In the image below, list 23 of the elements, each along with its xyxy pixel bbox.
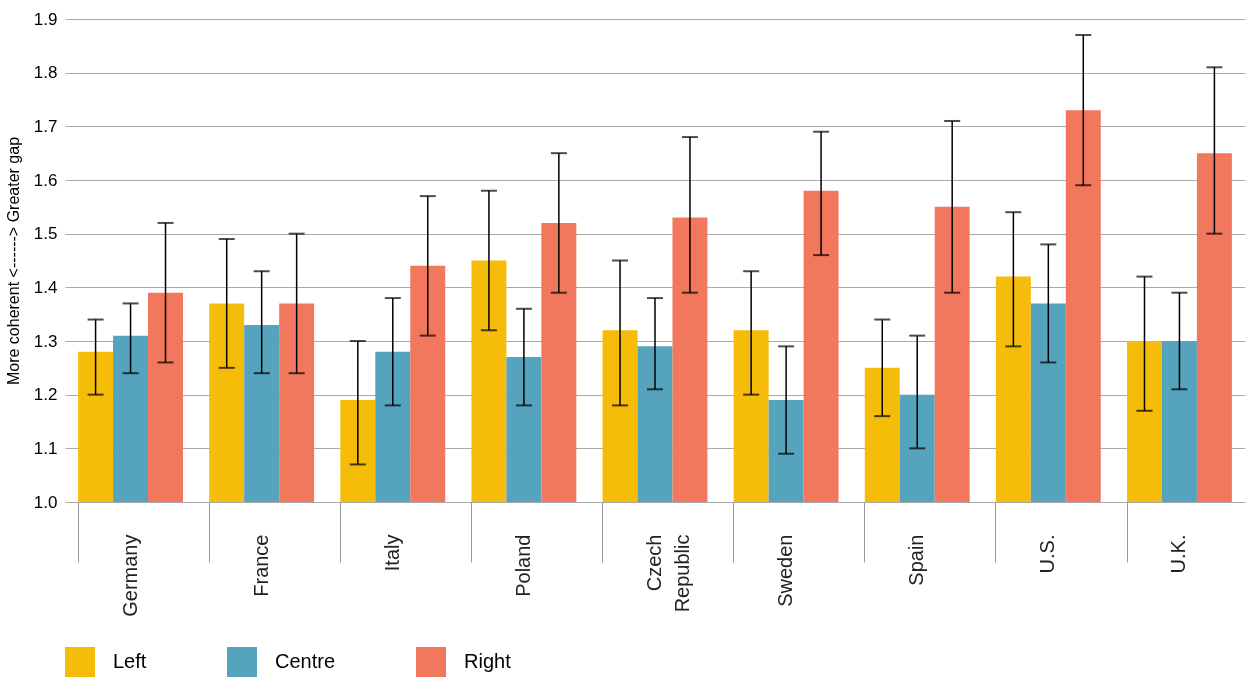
x-tick-label: Sweden <box>774 534 797 607</box>
x-tick-label: France <box>249 534 272 597</box>
y-tick-label: 1.9 <box>33 9 58 29</box>
x-tick-label: Italy <box>380 534 403 572</box>
y-tick-label: 1.8 <box>33 63 58 83</box>
legend-label: Right <box>464 650 512 672</box>
y-tick-label: 1.3 <box>33 331 58 351</box>
y-tick-label: 1.5 <box>33 224 58 244</box>
x-tick-label: U.K. <box>1167 534 1190 574</box>
x-tick-label: Czech Republic <box>643 534 693 613</box>
x-tick-label: U.S. <box>1036 534 1059 574</box>
y-tick-label: 1.7 <box>33 116 58 136</box>
y-tick-label: 1.2 <box>33 385 58 405</box>
y-axis-title: More coherent <------> Greater gap <box>4 136 22 386</box>
y-tick-label: 1.6 <box>33 170 58 190</box>
x-tick-label: Poland <box>511 534 534 597</box>
x-tick-label: Germany <box>118 534 141 617</box>
y-tick-label: 1.1 <box>33 438 58 458</box>
y-tick-label: 1.4 <box>33 277 58 297</box>
legend-label: Centre <box>275 650 336 672</box>
y-tick-label: 1.0 <box>33 492 58 512</box>
x-tick-label: Spain <box>905 534 928 586</box>
legend-label: Left <box>113 650 147 672</box>
